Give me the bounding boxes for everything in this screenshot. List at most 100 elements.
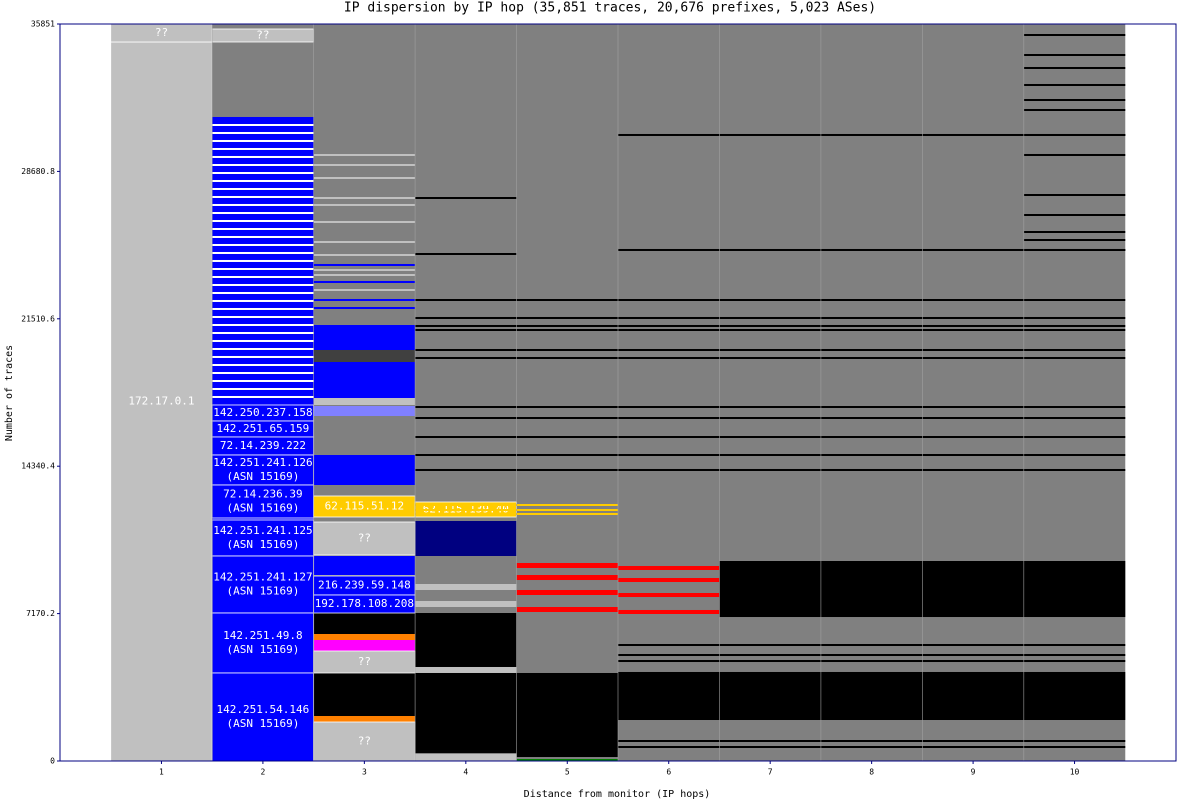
- stripe: [313, 220, 416, 223]
- stripe: [313, 299, 416, 302]
- stripe: [1023, 83, 1126, 86]
- stripe: [415, 324, 1126, 327]
- x-tick-label: 7: [768, 768, 773, 777]
- segment: [618, 671, 1126, 721]
- segment: [313, 672, 416, 716]
- segment: [516, 574, 618, 581]
- segment: [313, 397, 416, 405]
- stripe: [212, 275, 314, 278]
- segment: [313, 556, 416, 575]
- stripe: [415, 468, 1126, 471]
- stripe: [415, 196, 517, 199]
- stripe: [313, 153, 416, 156]
- stripe: [415, 356, 1126, 359]
- stripe: [212, 324, 314, 327]
- x-axis-label: Distance from monitor (IP hops): [524, 789, 711, 800]
- x-tick-label: 9: [971, 768, 976, 777]
- stripe: [618, 643, 1126, 646]
- stripe: [212, 123, 314, 126]
- stripe: [212, 268, 314, 271]
- stripe: [212, 347, 314, 350]
- stripe: [415, 406, 1126, 409]
- segment-label: 142.251.54.146: [217, 703, 310, 716]
- stripe: [212, 235, 314, 238]
- segment: [516, 562, 618, 568]
- segment: [618, 577, 720, 583]
- stripe: [1023, 108, 1126, 111]
- segment: [313, 613, 416, 634]
- plot: 172.17.0.1?? ?? 142.250.237.158 142.251.65.…: [110, 23, 1126, 762]
- segment: [618, 565, 720, 571]
- segment: [211, 612, 315, 674]
- stripe: [1023, 213, 1126, 216]
- segment: [313, 325, 416, 400]
- segment: [415, 601, 517, 608]
- segment-label: 142.251.65.159: [217, 422, 310, 435]
- stripe: [212, 195, 314, 198]
- segment: [211, 672, 315, 762]
- stripe: [313, 164, 416, 167]
- y-tick-label: 28680.8: [21, 167, 55, 176]
- segment: [618, 593, 720, 598]
- x-tick-label: 6: [666, 768, 671, 777]
- segment-label: 72.14.239.222: [220, 439, 306, 452]
- segment-label: 142.251.49.8: [223, 629, 302, 642]
- segment: [516, 607, 618, 613]
- stripe: [415, 435, 1126, 438]
- stripe: [212, 139, 314, 142]
- stripe: [212, 171, 314, 174]
- stripe: [1023, 66, 1126, 69]
- stripe: [1023, 230, 1126, 233]
- segment: [110, 41, 213, 762]
- segment: [313, 639, 416, 651]
- x-tick-label: 3: [362, 768, 367, 777]
- segment: [516, 759, 618, 761]
- stripe: [212, 187, 314, 190]
- stripe: [618, 133, 1126, 136]
- segment-label: 172.17.0.1: [128, 394, 194, 407]
- stripe: [212, 251, 314, 254]
- segment: [313, 405, 416, 417]
- segment: [516, 590, 618, 595]
- segment-label: 142.251.241.127: [213, 571, 312, 584]
- segment-label: ??: [155, 26, 168, 39]
- segment-label: 142.251.241.126: [213, 456, 312, 469]
- stripe: [415, 252, 517, 255]
- x-tick-label: 5: [565, 768, 570, 777]
- x-tick-label: 10: [1070, 768, 1080, 777]
- y-tick-label: 14340.4: [21, 462, 55, 471]
- stripe: [415, 328, 1126, 331]
- stripe: [212, 243, 314, 246]
- segment: [415, 672, 517, 754]
- segment-asn: (ASN 15169): [226, 501, 299, 514]
- stripe: [212, 395, 314, 398]
- segment: [415, 584, 517, 591]
- segment: [516, 672, 618, 758]
- stripe: [212, 164, 314, 167]
- stripe: [618, 248, 1126, 251]
- stripe: [212, 203, 314, 206]
- segment: [313, 521, 416, 556]
- segment: [313, 455, 416, 485]
- stripe: [212, 220, 314, 223]
- stripe: [313, 254, 416, 257]
- stripe: [212, 227, 314, 230]
- stripe: [212, 307, 314, 310]
- segment-asn: (ASN 15169): [226, 538, 299, 551]
- segment: [415, 613, 517, 667]
- stripe: [212, 387, 314, 390]
- stripe: [212, 131, 314, 134]
- segment: [415, 666, 517, 673]
- segment-asn: (ASN 15169): [226, 643, 299, 656]
- stripe: [415, 348, 1126, 351]
- stripe: [212, 147, 314, 150]
- segment: [313, 349, 416, 363]
- segment-asn: (ASN 15169): [226, 717, 299, 730]
- y-tick-label: 7170.2: [26, 609, 55, 618]
- segment-label: 142.250.237.158: [213, 406, 312, 419]
- stripe: [212, 355, 314, 358]
- stripe: [313, 288, 416, 291]
- stripe: [1023, 193, 1126, 196]
- stripe: [415, 417, 1126, 420]
